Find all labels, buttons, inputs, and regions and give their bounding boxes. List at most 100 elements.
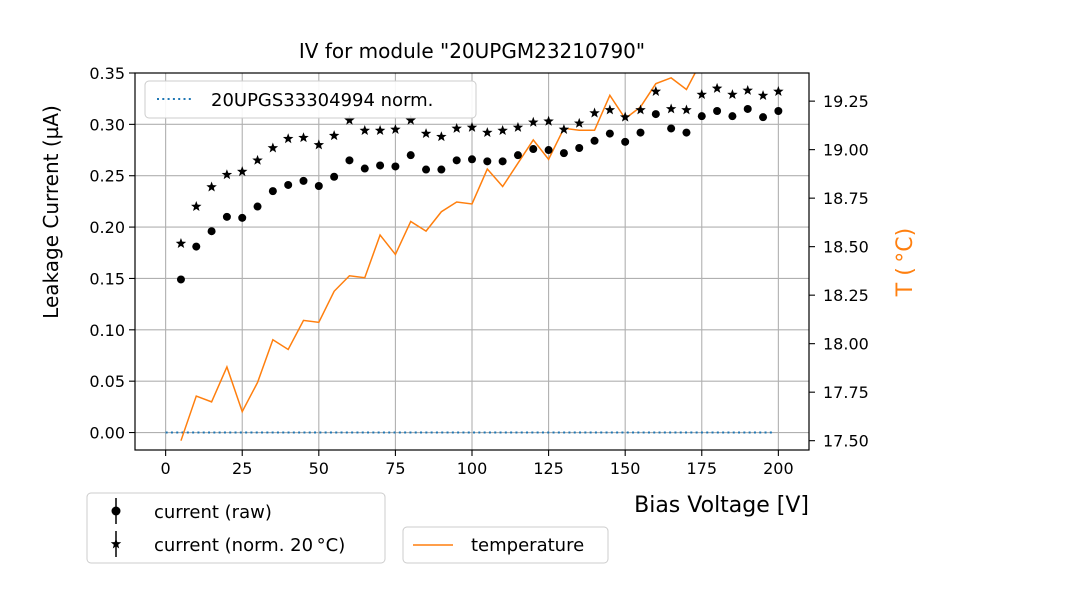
norm-current-point	[359, 125, 370, 135]
x-tick-label: 175	[686, 459, 717, 478]
raw-current-point	[207, 227, 216, 236]
raw-current-point	[544, 146, 553, 155]
legend-norm-marker	[110, 538, 122, 549]
y2-axis-label: T ( °C)	[893, 228, 918, 297]
raw-current-point	[406, 151, 415, 160]
norm-current-point	[267, 142, 279, 153]
norm-current-point	[727, 89, 738, 100]
raw-current-point	[284, 180, 293, 189]
raw-current-point	[713, 107, 722, 116]
norm-current-point	[405, 114, 416, 125]
raw-current-point	[238, 213, 247, 222]
raw-current-point	[667, 124, 676, 133]
norm-current-point	[344, 114, 355, 125]
raw-current-point	[651, 110, 660, 119]
plot-area	[165, 73, 784, 441]
norm-current-point	[482, 127, 493, 138]
raw-current-point	[391, 162, 400, 171]
norm-current-point	[420, 128, 432, 139]
norm-current-point	[773, 85, 784, 96]
norm-current-point	[757, 90, 769, 101]
y-tick-label: 0.05	[89, 372, 125, 391]
raw-current-point	[636, 128, 645, 137]
legend-top: 20UPGS33304994 norm.	[144, 80, 477, 119]
y-tick-label: 0.25	[89, 167, 125, 186]
legend-top-label: 20UPGS33304994 norm.	[211, 90, 433, 111]
norm-current-point	[206, 181, 217, 192]
raw-current-point	[299, 176, 308, 185]
norm-current-point	[252, 154, 263, 165]
raw-current-point	[468, 155, 476, 164]
norm-current-point	[558, 124, 570, 134]
norm-current-point	[650, 85, 662, 96]
legend-norm-label: current (norm. 20 °C)	[154, 535, 345, 556]
raw-current-point	[268, 187, 277, 196]
y2-tick-label: 18.50	[823, 238, 869, 257]
norm-current-point	[436, 131, 447, 142]
norm-current-point	[221, 169, 233, 180]
y-tick-label: 0.10	[89, 321, 125, 340]
raw-current-point	[253, 202, 262, 211]
norm-current-point	[466, 121, 478, 132]
raw-current-point	[513, 151, 522, 160]
x-axis-label: Bias Voltage [V]	[634, 493, 809, 518]
x-tick-label: 200	[763, 459, 794, 478]
temperature-line	[180, 73, 696, 441]
x-tick-label: 75	[385, 459, 405, 478]
chart-title: IV for module "20UPGM23210790"	[299, 39, 645, 63]
raw-current-point	[360, 164, 369, 173]
norm-current-point	[711, 82, 723, 93]
raw-current-point	[345, 156, 354, 165]
y-tick-label: 0.35	[89, 64, 125, 83]
y-tick-label: 0.20	[89, 218, 125, 237]
series-layer	[165, 73, 784, 441]
norm-current-point	[237, 166, 248, 177]
y2-tick-label: 18.75	[823, 189, 869, 208]
y2-tick-label: 17.75	[823, 383, 869, 402]
norm-current-point	[390, 124, 401, 134]
raw-current-point	[330, 172, 339, 181]
y-axis-label: Leakage Current (µA)	[39, 105, 63, 319]
raw-current-point	[682, 128, 691, 137]
raw-current-point	[314, 181, 323, 190]
y-tick-label: 0.00	[89, 424, 125, 443]
x-tick-label: 150	[610, 459, 641, 478]
raw-current-point	[422, 165, 431, 174]
norm-current-point	[681, 104, 692, 115]
norm-current-point	[298, 132, 309, 143]
norm-current-point	[191, 201, 202, 211]
raw-current-point	[222, 212, 231, 221]
y2-tick-label: 18.00	[823, 335, 869, 354]
raw-current-point	[437, 165, 446, 174]
y-tick-label: 0.15	[89, 269, 125, 288]
raw-current-point	[376, 161, 385, 170]
raw-current-point	[728, 112, 737, 121]
norm-current-point	[696, 89, 707, 100]
x-tick-label: 50	[309, 459, 329, 478]
y2-tick-label: 18.25	[823, 286, 869, 305]
y2-axis-ticks: 17.50 17.75 18.00 18.25 18.50 18.75 19.00 19.25	[809, 92, 869, 451]
norm-current-point	[619, 111, 631, 122]
raw-current-point	[590, 136, 599, 145]
norm-current-point	[313, 139, 325, 150]
raw-current-point	[697, 112, 706, 121]
raw-current-point	[743, 104, 752, 113]
norm-current-point	[589, 107, 600, 118]
raw-current-point	[575, 143, 584, 152]
y2-tick-label: 17.50	[823, 432, 869, 451]
raw-current-point	[605, 129, 614, 138]
norm-current-point	[282, 133, 294, 144]
norm-current-point	[543, 115, 554, 126]
x-tick-label: 25	[232, 459, 252, 478]
y2-tick-label: 19.25	[823, 92, 869, 111]
legend-raw-label: current (raw)	[154, 502, 272, 523]
y2-tick-label: 19.00	[823, 141, 869, 160]
norm-current-point	[451, 122, 462, 133]
raw-current-point	[452, 156, 461, 165]
norm-current-point	[512, 121, 524, 132]
x-tick-label: 125	[533, 459, 564, 478]
norm-current-point	[528, 116, 539, 127]
legend-temperature-label: temperature	[471, 535, 584, 556]
norm-current-point	[328, 130, 340, 141]
